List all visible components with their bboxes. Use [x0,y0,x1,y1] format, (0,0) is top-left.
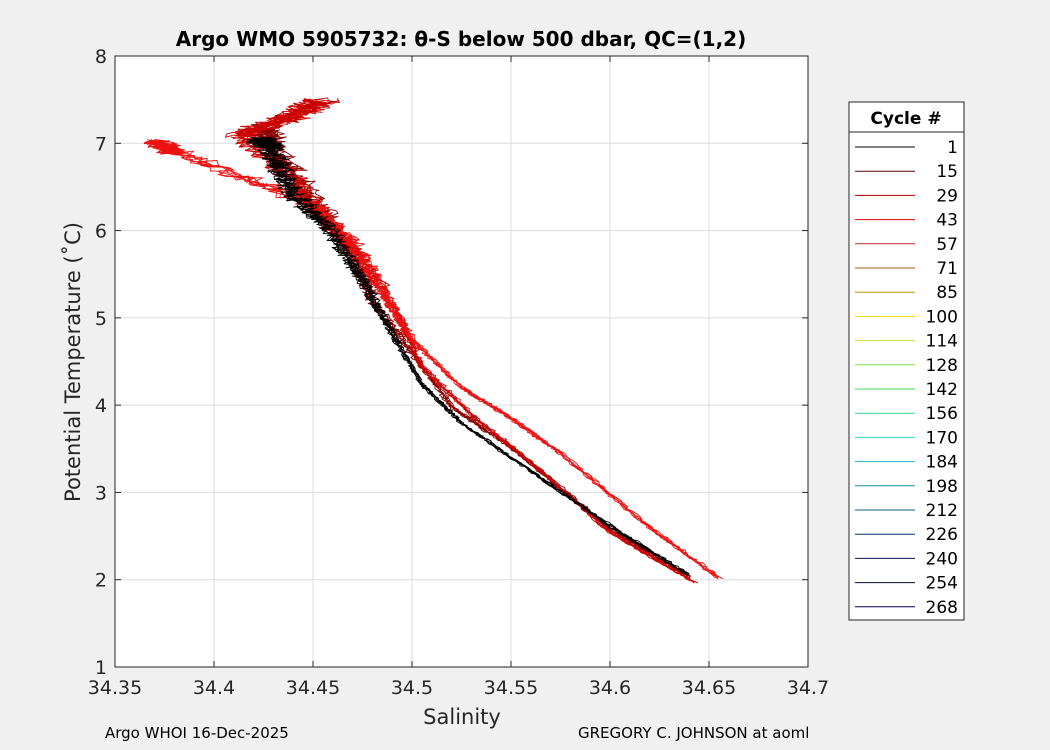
y-tick-label: 1 [95,657,107,679]
y-tick-label: 8 [95,46,107,68]
legend-entry-label: 57 [936,235,958,255]
x-axis-label: Salinity [423,705,501,729]
series-line-2-5 [154,138,719,578]
grid-lines [114,55,809,668]
series-line-1-5 [232,99,695,583]
legend-entry-label: 29 [936,186,958,206]
plot-area [115,56,808,667]
series-line-2-4 [143,140,717,578]
footer-source: Argo WHOI 16-Dec-2025 [105,724,289,742]
series-line-2-3 [146,139,718,578]
legend-entry-label: 114 [926,332,958,352]
y-axis-label: Potential Temperature (˚C) [61,222,85,502]
legend-entry-label: 198 [926,477,958,497]
y-tick-label: 3 [95,482,107,504]
y-tick-label: 7 [95,133,107,155]
legend-entry-label: 226 [926,525,958,545]
legend-entry-label: 128 [926,356,958,376]
x-tick-label: 34.35 [88,677,142,699]
y-tick-label: 2 [95,570,107,592]
legend-entry-label: 71 [936,259,958,279]
plot-frame [114,55,809,668]
legend-entry-label: 254 [926,574,958,594]
legend-entries: 1 15 29 43 57 71 85 100 114 128 142 156 170 184 198 212… [855,138,958,618]
x-tick-label: 34.55 [484,677,538,699]
legend-entry-label: 1 [947,138,958,158]
legend-entry-label: 142 [926,380,958,400]
series-line-3-1 [252,136,688,575]
legend-entry-label: 15 [936,162,958,182]
y-tick-labels: 1 2 3 4 5 6 7 8 [95,46,107,679]
legend-box [848,101,965,621]
legend-entry-label: 268 [926,598,958,618]
footer-credit: GREGORY C. JOHNSON at aoml [578,724,810,742]
series-line-3-3 [256,136,690,575]
series-line-3-4 [246,136,688,576]
y-tick-label: 5 [95,308,107,330]
series-line-3-5 [252,137,690,575]
legend-entry-label: 212 [926,501,958,521]
legend-entry-label: 156 [926,404,958,424]
legend-entry-label: 43 [936,211,958,231]
y-tick-label: 4 [95,395,107,417]
x-tick-labels: 34.35 34.4 34.45 34.5 34.55 34.6 34.65 34.7 [88,677,829,699]
tick-marks [114,55,809,668]
legend-entry-label: 184 [926,453,958,473]
x-tick-label: 34.4 [193,677,235,699]
legend-entry-label: 170 [926,428,958,448]
legend-title: Cycle # [870,109,941,129]
legend: Cycle # 11529435771851001141281421561701… [848,101,965,621]
x-tick-label: 34.45 [286,677,340,699]
legend-entry-label: 100 [926,307,958,327]
series-layer [143,97,723,584]
legend-entry-label: 85 [936,283,958,303]
x-tick-label: 34.7 [787,677,829,699]
y-tick-label: 6 [95,221,107,243]
chart-title: Argo WMO 5905732: θ-S below 500 dbar, QC… [176,27,746,51]
legend-entry-label: 240 [926,549,958,569]
x-tick-label: 34.65 [682,677,736,699]
x-tick-label: 34.5 [391,677,433,699]
x-tick-label: 34.6 [589,677,631,699]
